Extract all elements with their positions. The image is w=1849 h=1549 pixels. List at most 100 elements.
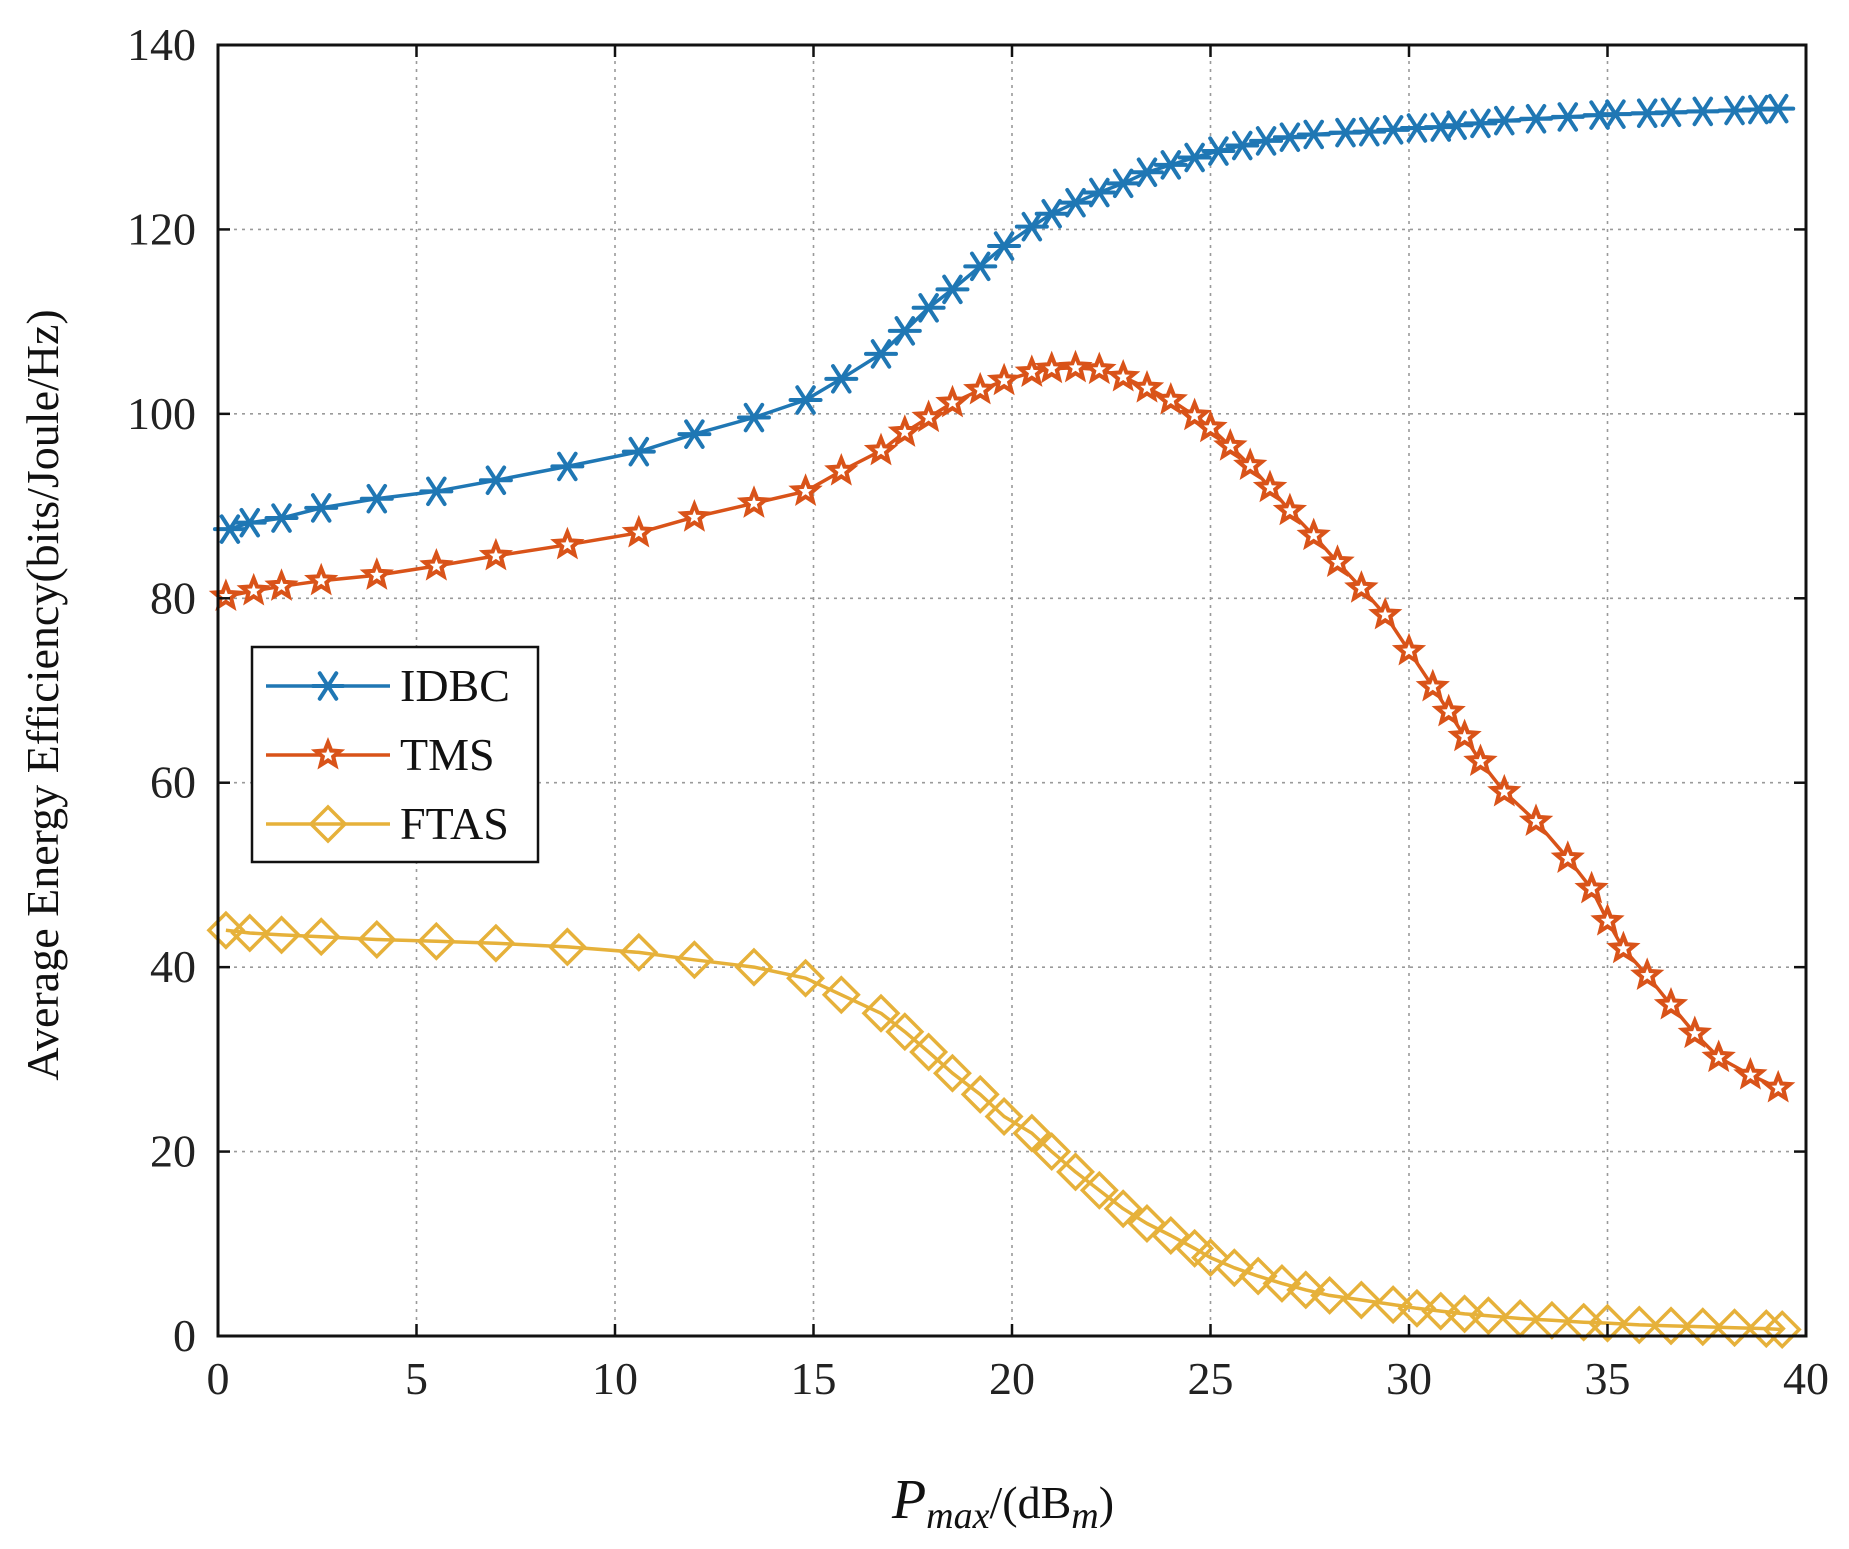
data-point-idbc	[1129, 157, 1164, 188]
data-point-idbc	[935, 274, 970, 305]
data-point-ftas	[1373, 1285, 1413, 1325]
data-point-ftas	[1468, 1296, 1508, 1336]
data-point-ftas	[416, 921, 456, 961]
data-point-ftas	[821, 975, 861, 1015]
x-tick-label: 25	[1188, 1353, 1234, 1404]
legend-label-idbc: IDBC	[400, 660, 510, 711]
data-point-ftas	[1588, 1303, 1627, 1343]
data-point-ftas	[206, 910, 246, 950]
data-point-idbc	[1487, 105, 1522, 136]
data-point-tms	[1447, 718, 1482, 752]
legend-marker-idbc	[311, 671, 345, 701]
x-axis-title-unit-sub: m	[1071, 1495, 1098, 1537]
data-point-tms	[1213, 428, 1248, 461]
data-point-idbc	[1685, 96, 1720, 127]
legend-label-tms: TMS	[400, 729, 495, 780]
data-point-tms	[1487, 773, 1522, 807]
x-tick-label: 15	[791, 1353, 837, 1404]
data-point-idbc	[232, 507, 267, 538]
data-point-ftas	[619, 932, 659, 972]
y-tick-label: 0	[173, 1310, 196, 1361]
data-point-ftas	[786, 958, 826, 998]
data-point-ftas	[1079, 1170, 1119, 1210]
legend-entry-ftas: FTAS	[266, 798, 509, 849]
y-axis-title: Average Energy Efficiency(bits/Joule/Hz)	[17, 309, 68, 1081]
data-point-idbc	[1153, 150, 1188, 180]
data-point-idbc	[963, 251, 998, 282]
data-point-ftas	[984, 1097, 1024, 1137]
data-point-tms	[1761, 1069, 1796, 1103]
data-point-tms	[1701, 1039, 1736, 1073]
data-point-idbc	[1272, 122, 1307, 152]
data-point-idbc	[1201, 136, 1236, 166]
data-point-idbc	[1463, 108, 1498, 139]
data-point-tms	[1606, 930, 1641, 964]
data-point-idbc	[1177, 142, 1212, 173]
data-point-idbc	[788, 385, 823, 415]
data-point-idbc	[621, 436, 656, 467]
data-point-ftas	[734, 947, 774, 987]
data-point-idbc	[550, 451, 585, 482]
data-point-tms	[1677, 1015, 1713, 1049]
data-point-tms	[963, 371, 998, 405]
data-point-tms	[208, 578, 244, 612]
data-point-ftas	[1151, 1216, 1191, 1255]
data-point-idbc	[1034, 199, 1069, 229]
series-line-ftas	[225, 928, 1783, 1332]
data-point-tms	[1431, 693, 1466, 727]
data-point-tms	[935, 384, 970, 418]
data-point-idbc	[887, 316, 922, 346]
data-point-tms	[1296, 517, 1331, 551]
data-point-ftas	[1619, 1305, 1659, 1345]
data-point-tms	[1193, 409, 1228, 443]
legend-marker-ftas	[308, 804, 348, 844]
data-point-tms	[550, 526, 585, 560]
data-point-idbc	[677, 419, 712, 449]
data-point-ftas	[476, 923, 516, 963]
data-point-ftas	[674, 940, 714, 980]
y-tick-label: 120	[127, 203, 196, 254]
series-layer	[206, 93, 1802, 1350]
data-point-idbc	[863, 339, 898, 369]
data-point-idbc	[1225, 130, 1260, 161]
data-point-idbc	[911, 293, 946, 323]
data-point-idbc	[1296, 119, 1331, 150]
data-point-tms	[1058, 349, 1093, 383]
data-point-ftas	[1032, 1132, 1072, 1172]
data-point-idbc	[304, 493, 339, 523]
data-point-ftas	[1746, 1309, 1786, 1349]
legend-marker-tms	[310, 736, 346, 770]
data-point-tms	[236, 572, 271, 606]
data-point-tms	[1233, 447, 1268, 481]
legend-entry-tms: TMS	[266, 729, 495, 780]
data-point-idbc	[1550, 102, 1585, 132]
data-point-tms	[1344, 570, 1379, 603]
data-point-ftas	[357, 920, 397, 959]
data-point-ftas	[1310, 1275, 1350, 1315]
data-point-ftas	[909, 1032, 949, 1072]
data-point-idbc	[1654, 97, 1689, 128]
data-point-tms	[1590, 902, 1625, 936]
data-point-ftas	[262, 915, 301, 955]
data-point-ftas	[1762, 1310, 1802, 1350]
data-point-ftas	[1683, 1307, 1723, 1347]
data-point-tms	[264, 568, 299, 601]
data-point-ftas	[1056, 1152, 1095, 1192]
y-tick-label: 140	[127, 19, 196, 70]
series-ftas	[206, 910, 1802, 1350]
data-point-tms	[736, 485, 772, 518]
data-point-tms	[1550, 840, 1585, 873]
legend-entry-idbc: IDBC	[266, 660, 510, 711]
data-point-ftas	[1341, 1280, 1381, 1320]
data-point-tms	[621, 514, 656, 548]
data-point-tms	[1463, 743, 1498, 777]
data-point-ftas	[1286, 1270, 1326, 1310]
data-point-idbc	[1761, 93, 1796, 124]
data-point-ftas	[861, 993, 901, 1033]
data-point-tms	[1320, 544, 1355, 577]
data-point-idbc	[478, 465, 513, 496]
data-point-idbc	[987, 231, 1022, 261]
data-point-tms	[677, 499, 712, 532]
data-point-ftas	[1445, 1294, 1485, 1334]
